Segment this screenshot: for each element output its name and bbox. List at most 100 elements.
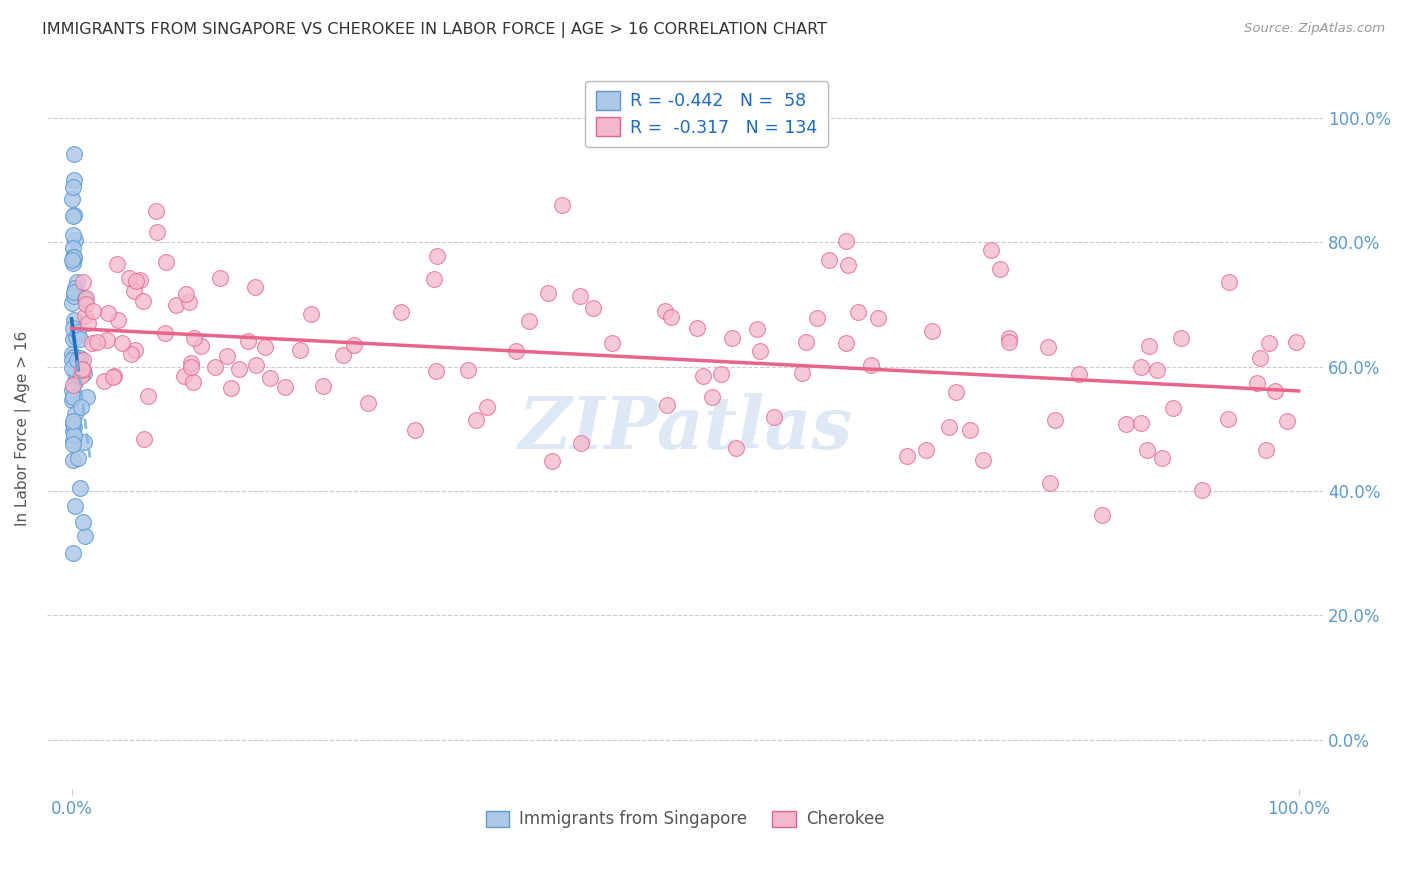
Point — [1137, 339, 1160, 353]
Point — [121, 347, 143, 361]
Point — [1218, 275, 1240, 289]
Point — [915, 443, 938, 458]
Point — [425, 364, 447, 378]
Point — [63, 252, 86, 266]
Point — [60, 296, 83, 310]
Point — [228, 362, 250, 376]
Point — [73, 529, 96, 543]
Point — [72, 515, 94, 529]
Point — [76, 390, 98, 404]
Legend: Immigrants from Singapore, Cherokee: Immigrants from Singapore, Cherokee — [479, 804, 891, 835]
Point — [464, 413, 486, 427]
Point — [75, 291, 97, 305]
Point — [62, 180, 84, 194]
Point — [1284, 334, 1306, 349]
Point — [1218, 412, 1240, 426]
Point — [846, 305, 869, 319]
Point — [75, 297, 97, 311]
Point — [77, 316, 100, 330]
Point — [1264, 384, 1286, 399]
Point — [165, 298, 187, 312]
Point — [299, 308, 322, 322]
Point — [62, 228, 84, 243]
Point — [209, 271, 232, 285]
Point — [72, 435, 94, 450]
Point — [1161, 401, 1184, 416]
Point — [686, 320, 709, 334]
Point — [63, 281, 86, 295]
Point — [67, 450, 90, 465]
Point — [62, 390, 84, 404]
Y-axis label: In Labor Force | Age > 16: In Labor Force | Age > 16 — [15, 331, 31, 526]
Point — [97, 306, 120, 320]
Point — [62, 434, 84, 448]
Point — [60, 347, 83, 361]
Point — [990, 261, 1012, 276]
Point — [1246, 376, 1268, 390]
Point — [69, 332, 91, 346]
Point — [93, 374, 115, 388]
Point — [66, 275, 89, 289]
Point — [72, 276, 94, 290]
Point — [155, 255, 177, 269]
Point — [183, 331, 205, 345]
Point — [505, 344, 527, 359]
Point — [288, 343, 311, 357]
Point — [111, 336, 134, 351]
Point — [60, 353, 83, 368]
Point — [128, 272, 150, 286]
Point — [136, 388, 159, 402]
Point — [69, 368, 91, 383]
Point — [96, 334, 118, 348]
Point — [568, 288, 591, 302]
Point — [62, 437, 84, 451]
Point — [65, 285, 87, 299]
Point — [938, 419, 960, 434]
Point — [62, 427, 84, 442]
Point — [124, 274, 146, 288]
Point — [60, 392, 83, 407]
Point — [62, 425, 84, 439]
Point — [945, 384, 967, 399]
Point — [1036, 340, 1059, 354]
Point — [62, 417, 84, 431]
Point — [834, 235, 856, 249]
Point — [389, 305, 412, 319]
Point — [569, 435, 592, 450]
Point — [654, 304, 676, 318]
Point — [790, 367, 813, 381]
Point — [1090, 508, 1112, 523]
Point — [457, 362, 479, 376]
Text: Source: ZipAtlas.com: Source: ZipAtlas.com — [1244, 22, 1385, 36]
Point — [835, 336, 858, 351]
Point — [1277, 414, 1299, 428]
Point — [725, 441, 748, 455]
Point — [972, 453, 994, 467]
Point — [62, 173, 84, 187]
Point — [63, 350, 86, 364]
Point — [176, 287, 198, 301]
Point — [1136, 443, 1159, 458]
Point — [82, 304, 104, 318]
Point — [190, 339, 212, 353]
Point — [219, 381, 242, 395]
Text: ZIPatlas: ZIPatlas — [517, 393, 852, 465]
Point — [1170, 331, 1192, 345]
Point — [749, 344, 772, 359]
Point — [204, 360, 226, 375]
Point — [582, 301, 605, 315]
Point — [70, 401, 93, 415]
Point — [65, 233, 87, 247]
Point — [245, 358, 267, 372]
Point — [63, 420, 86, 434]
Point — [551, 198, 574, 212]
Point — [959, 423, 981, 437]
Point — [60, 384, 83, 398]
Point — [69, 482, 91, 496]
Point — [1067, 367, 1090, 381]
Point — [173, 369, 195, 384]
Point — [122, 284, 145, 298]
Point — [762, 410, 785, 425]
Point — [62, 209, 84, 223]
Point — [132, 433, 155, 447]
